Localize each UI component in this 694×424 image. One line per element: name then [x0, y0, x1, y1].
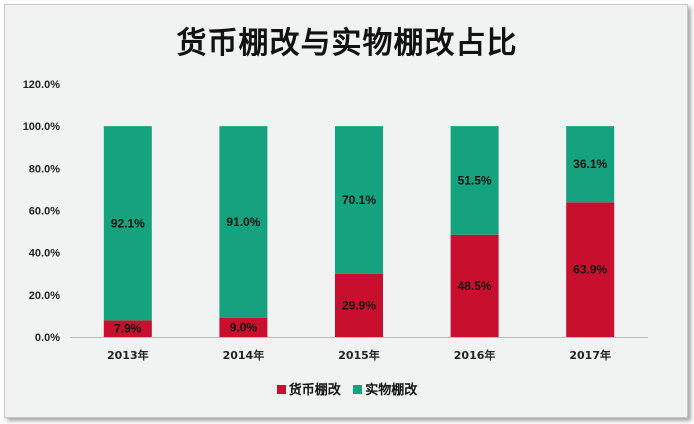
- y-tick-label: 0.0%: [35, 332, 60, 344]
- x-tick-label: 2015年: [338, 348, 380, 362]
- chart-title: 货币棚改与实物棚改占比: [176, 26, 518, 61]
- x-tick-label: 2017年: [569, 348, 611, 362]
- legend-swatch-monetary: [276, 385, 286, 394]
- y-tick-label: 120.0%: [23, 79, 61, 91]
- legend-swatch-physical: [353, 385, 363, 394]
- data-label: 51.5%: [458, 173, 492, 187]
- data-label: 9.0%: [230, 321, 258, 335]
- bar-segment-physical: [335, 126, 383, 274]
- data-label: 48.5%: [458, 279, 492, 293]
- y-tick-label: 60.0%: [29, 206, 60, 218]
- bar-segment-monetary: [335, 273, 383, 337]
- bar-segment-physical: [450, 126, 499, 235]
- data-label: 70.1%: [342, 193, 376, 207]
- x-tick-label: 2016年: [454, 348, 496, 362]
- legend-item-monetary: 货币棚改: [276, 379, 341, 398]
- y-tick-label: 80.0%: [29, 163, 60, 175]
- data-label: 29.9%: [342, 298, 376, 312]
- data-label: 63.9%: [573, 263, 607, 277]
- data-label: 92.1%: [111, 216, 145, 230]
- y-tick-label: 40.0%: [29, 248, 60, 260]
- bar-segment-physical: [566, 126, 615, 203]
- legend-label-monetary: 货币棚改: [288, 383, 341, 398]
- bar-segment-physical: [103, 126, 152, 321]
- data-label: 36.1%: [573, 157, 607, 171]
- x-tick-label: 2013年: [107, 348, 149, 362]
- data-label: 91.0%: [226, 215, 260, 229]
- bar-segment-monetary: [219, 318, 268, 337]
- x-tick-label: 2014年: [223, 348, 265, 362]
- legend-label-physical: 实物棚改: [365, 383, 418, 398]
- bar-segment-monetary: [450, 234, 499, 337]
- bar-segment-monetary: [103, 320, 152, 337]
- data-label: 7.9%: [114, 322, 142, 336]
- y-tick-label: 20.0%: [29, 290, 60, 302]
- legend-item-physical: 实物棚改: [353, 379, 417, 398]
- bar-segment-monetary: [566, 202, 615, 337]
- bar-segment-physical: [219, 126, 268, 319]
- y-tick-label: 100.0%: [23, 121, 61, 133]
- legend: 货币棚改 实物棚改: [0, 379, 694, 398]
